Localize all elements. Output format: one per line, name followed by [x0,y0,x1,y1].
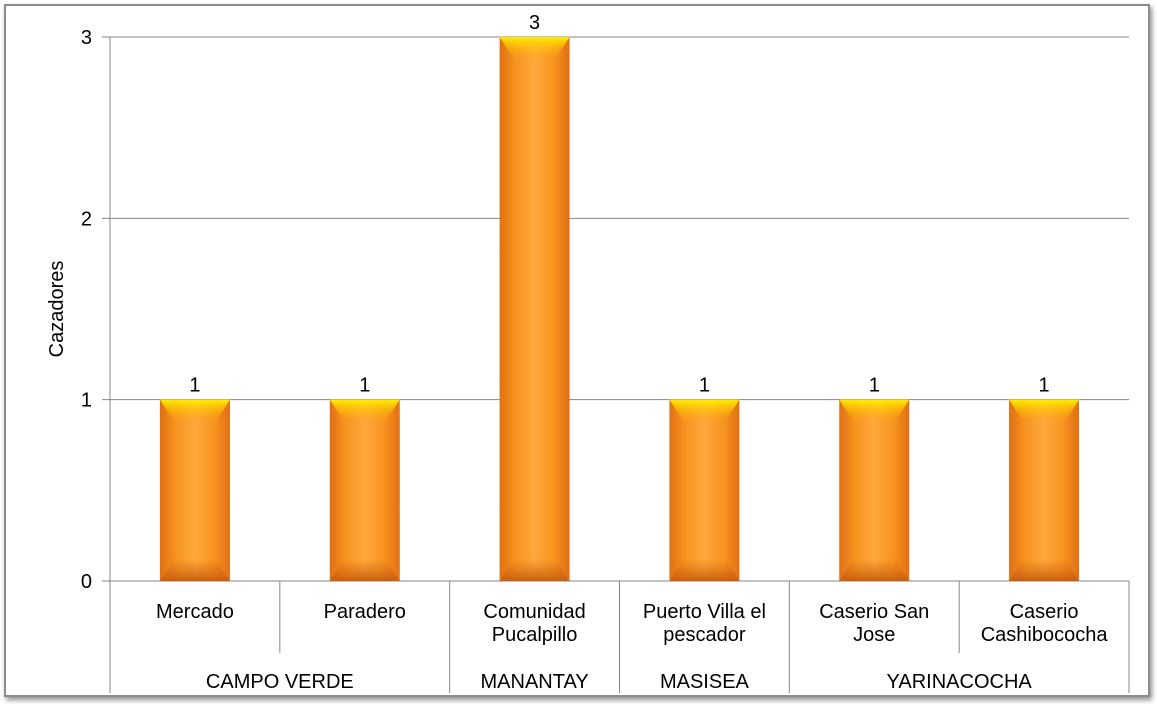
data-label: 1 [359,375,370,397]
data-label: 1 [189,375,200,397]
x-tick-label: Paradero [324,601,406,623]
group-label: CAMPO VERDE [206,671,354,693]
bars [160,37,1079,581]
data-label: 1 [1039,375,1050,397]
x-tick-label: Jose [853,624,895,646]
x-tick-label: Mercado [156,601,234,623]
y-axis-title: Cazadores [46,261,68,358]
x-tick-label: Puerto Villa el [643,601,766,623]
x-tick-label: Pucalpillo [492,624,578,646]
group-label: MASISEA [660,671,750,693]
data-label: 1 [869,375,880,397]
bar [1009,400,1079,581]
gridlines [102,37,1129,581]
bar [330,400,400,581]
x-tick-label: Caserio San [819,601,929,623]
data-labels: 1 1 3 1 1 1 [189,12,1049,397]
x-tick-label: Comunidad [483,601,585,623]
data-label: 1 [699,375,710,397]
bar [669,400,739,581]
x-tick-label: Caserio [1010,601,1079,623]
bar [160,400,230,581]
y-tick-label: 1 [81,390,92,412]
bar [839,400,909,581]
y-tick-label: 2 [81,208,92,230]
group-label: MANANTAY [481,671,589,693]
group-label: YARINACOCHA [887,671,1033,693]
y-tick-label: 3 [81,27,92,49]
x-tick-label: pescador [663,624,746,646]
bar [500,37,570,581]
x-tick-label: Cashibococha [981,624,1109,646]
y-tick-label: 0 [81,571,92,593]
data-label: 3 [529,12,540,34]
